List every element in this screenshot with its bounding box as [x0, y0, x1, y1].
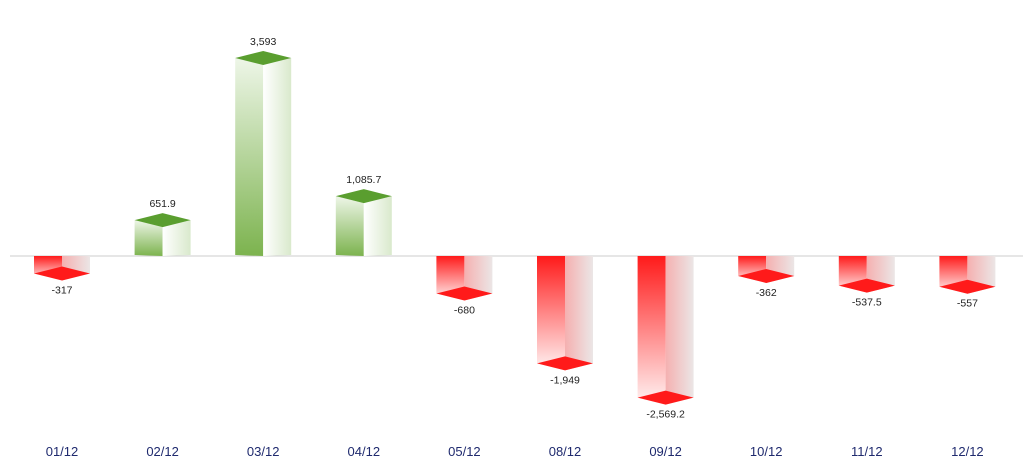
- bar-bottom-cap: [838, 278, 895, 293]
- bar-top-cap: [335, 189, 392, 204]
- bar: [637, 256, 694, 405]
- x-tick-label: 10/12: [750, 444, 783, 459]
- x-tick-label: 02/12: [146, 444, 179, 459]
- bar-top-cap: [235, 51, 292, 65]
- x-tick-label: 08/12: [549, 444, 582, 459]
- bar-top-cap: [134, 213, 191, 228]
- data-label: 3,593: [250, 36, 276, 48]
- bar-bottom-cap: [637, 390, 694, 405]
- bar-front-face: [335, 196, 364, 256]
- data-label: -537.5: [852, 297, 882, 309]
- bar-front-face: [235, 58, 264, 256]
- bar: [738, 256, 795, 283]
- bars-layer: [34, 51, 996, 405]
- data-label: -317: [51, 284, 72, 296]
- bar-side-face: [363, 196, 392, 256]
- bar-front-face: [134, 220, 163, 256]
- bar: [939, 256, 996, 294]
- bar-side-face: [565, 256, 593, 371]
- x-tick-label: 04/12: [348, 444, 381, 459]
- x-tick-label: 03/12: [247, 444, 280, 459]
- bar-bottom-cap: [738, 268, 795, 283]
- bar-bottom-cap: [537, 356, 593, 371]
- x-tick-label: 12/12: [951, 444, 984, 459]
- bar: [34, 256, 90, 281]
- bar: [537, 256, 593, 371]
- bar-bottom-cap: [34, 266, 90, 281]
- data-label: -557: [957, 298, 978, 310]
- bar: [335, 189, 392, 256]
- bar-side-face: [263, 58, 292, 256]
- data-label: -2,569.2: [646, 409, 685, 421]
- bar: [134, 213, 191, 256]
- bar-side-face: [665, 256, 694, 405]
- data-label: -362: [756, 287, 777, 299]
- bar: [838, 256, 895, 293]
- x-tick-label: 01/12: [46, 444, 79, 459]
- bar-front-face: [537, 256, 565, 371]
- bar-side-face: [162, 220, 191, 256]
- data-label: 1,085.7: [346, 174, 381, 186]
- bar-bottom-cap: [939, 279, 996, 294]
- bar-front-face: [637, 256, 666, 405]
- bar: [436, 256, 493, 301]
- x-tick-label: 11/12: [851, 444, 883, 459]
- data-label: -1,949: [550, 374, 580, 386]
- data-label: -680: [454, 304, 475, 316]
- bar: [235, 51, 292, 256]
- x-axis-tick-labels: 01/12 02/12 03/12 04/12 05/12 08/12 09/12 10/12…: [46, 444, 984, 459]
- data-label: 651.9: [149, 198, 175, 210]
- x-tick-label: 05/12: [448, 444, 481, 459]
- x-tick-label: 09/12: [649, 444, 682, 459]
- data-labels-layer: -317 651.9 3,593 1,085.7 -680 -1,949 -2,569.2 -…: [51, 36, 978, 421]
- bar-bottom-cap: [436, 286, 493, 301]
